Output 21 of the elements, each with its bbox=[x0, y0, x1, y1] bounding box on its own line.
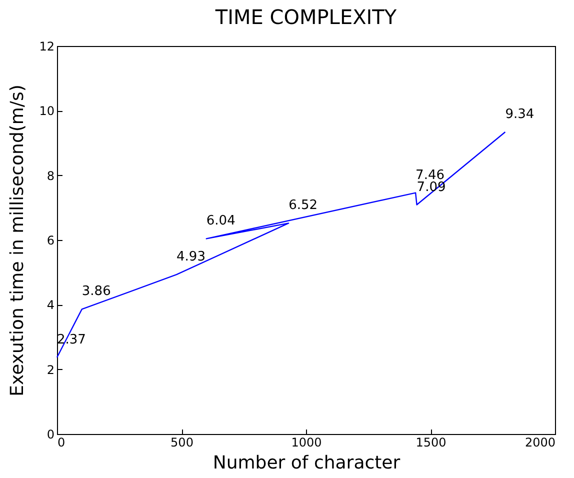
data-label: 6.04 bbox=[206, 214, 236, 229]
data-label: 6.52 bbox=[288, 198, 318, 214]
y-axis-title: Exexution time in millisecond(m/s) bbox=[7, 84, 28, 396]
y-tick-label: 6 bbox=[46, 234, 54, 248]
x-tick-label: 1500 bbox=[416, 436, 446, 450]
x-tick-label: 1000 bbox=[291, 436, 322, 450]
y-tick-label: 2 bbox=[46, 362, 54, 377]
data-label: 7.46 bbox=[416, 168, 445, 183]
y-tick-label: 12 bbox=[39, 40, 54, 54]
data-label: 3.86 bbox=[82, 284, 111, 300]
line-series bbox=[56, 131, 506, 358]
data-label: 9.34 bbox=[505, 107, 534, 122]
chart-title: TIME COMPLEXITY bbox=[214, 5, 398, 29]
y-tick-label: 10 bbox=[39, 104, 54, 118]
y-tick-label: 4 bbox=[46, 298, 54, 312]
x-tick-label: 2000 bbox=[524, 436, 556, 450]
data-label: 4.93 bbox=[176, 250, 206, 265]
x-tick-label: 0 bbox=[58, 436, 66, 450]
x-tick-label: 500 bbox=[170, 436, 194, 450]
y-tick-label: 8 bbox=[46, 168, 54, 183]
x-axis-title: Number of character bbox=[212, 452, 401, 474]
